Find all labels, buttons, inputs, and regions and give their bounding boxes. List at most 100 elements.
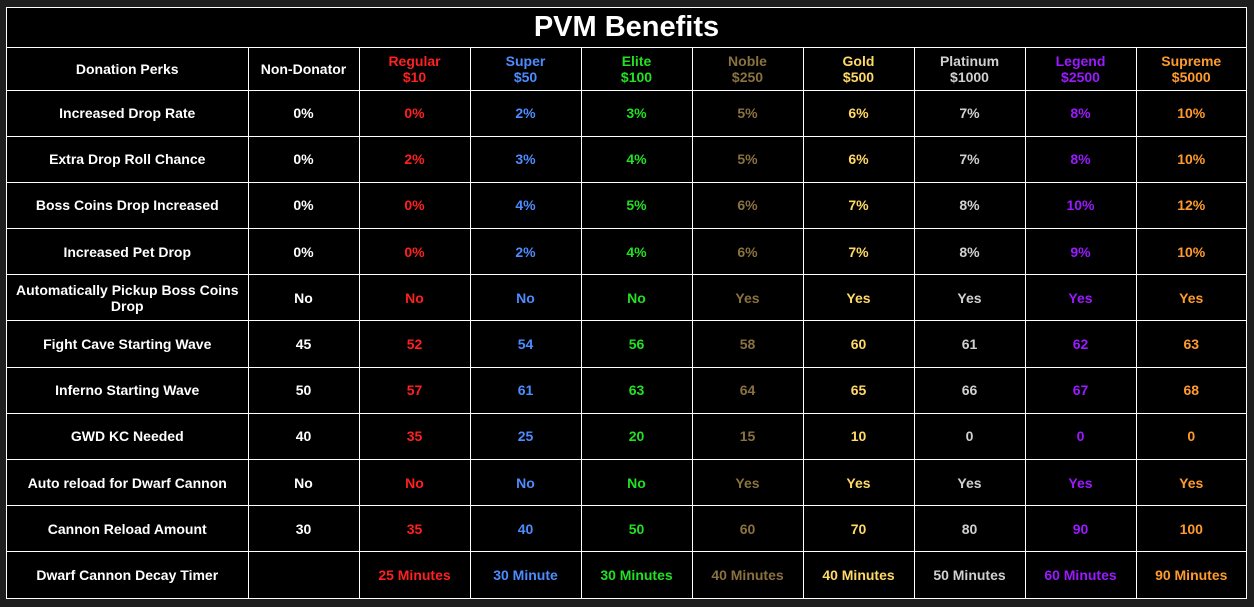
tier-value-regular: 0% bbox=[358, 228, 471, 276]
tier-value-platinum: 0 bbox=[913, 412, 1026, 461]
perk-label: Dwarf Cannon Decay Timer bbox=[7, 551, 249, 599]
tier-value-gold: 7% bbox=[802, 228, 915, 276]
tier-value-noble: 5% bbox=[691, 135, 804, 183]
tier-value-legend: 67 bbox=[1024, 366, 1137, 414]
perk-label: Automatically Pickup Boss Coins Drop bbox=[7, 274, 249, 322]
tier-value-noble: 6% bbox=[691, 228, 804, 276]
tier-value-supreme: 100 bbox=[1135, 505, 1246, 553]
tier-value-gold: 7% bbox=[802, 181, 915, 230]
table-row: Fight Cave Starting Wave 45 52 54 56 58 60 61 62… bbox=[7, 320, 1246, 368]
tier-value-platinum: 66 bbox=[913, 366, 1026, 414]
tier-value-legend: 9% bbox=[1024, 228, 1137, 276]
tier-value-regular: 35 bbox=[358, 412, 471, 461]
tier-value-super: 2% bbox=[469, 228, 582, 276]
column-header-super: Super $50 bbox=[469, 48, 582, 91]
tier-value-super: 40 bbox=[469, 505, 582, 553]
tier-value-legend: 60 Minutes bbox=[1024, 551, 1137, 599]
table-row: Automatically Pickup Boss Coins Drop No No… bbox=[7, 274, 1246, 322]
tier-price: $1000 bbox=[950, 68, 989, 85]
tier-value-supreme: Yes bbox=[1135, 274, 1246, 322]
non-donator-value: 40 bbox=[247, 412, 360, 461]
tier-value-supreme: 90 Minutes bbox=[1135, 551, 1246, 599]
tier-value-regular: No bbox=[358, 274, 471, 322]
non-donator-value: 50 bbox=[247, 366, 360, 414]
tier-value-regular: 25 Minutes bbox=[358, 551, 471, 599]
tier-value-legend: 10% bbox=[1024, 181, 1137, 230]
tier-value-platinum: 7% bbox=[913, 135, 1026, 183]
tier-value-super: 25 bbox=[469, 412, 582, 461]
tier-value-platinum: 61 bbox=[913, 320, 1026, 368]
tier-value-legend: 0 bbox=[1024, 412, 1137, 461]
tier-value-noble: 6% bbox=[691, 181, 804, 230]
column-header-donation-perks: Donation Perks bbox=[7, 48, 249, 91]
non-donator-value: 45 bbox=[247, 320, 360, 368]
column-header-supreme: Supreme $5000 bbox=[1135, 48, 1246, 91]
tier-name: Super bbox=[505, 52, 546, 69]
tier-name: Elite bbox=[621, 52, 652, 69]
tier-value-elite: 56 bbox=[580, 320, 693, 368]
tier-price: $50 bbox=[513, 68, 538, 85]
perk-label: Fight Cave Starting Wave bbox=[7, 320, 249, 368]
tier-value-elite: 20 bbox=[580, 412, 693, 461]
tier-value-gold: 10 bbox=[802, 412, 915, 461]
tier-value-platinum: 50 Minutes bbox=[913, 551, 1026, 599]
tier-value-elite: 30 Minutes bbox=[580, 551, 693, 599]
perk-label: Inferno Starting Wave bbox=[7, 366, 249, 414]
tier-price: $5000 bbox=[1171, 68, 1211, 85]
tier-price: $100 bbox=[620, 68, 653, 85]
tier-value-regular: 0% bbox=[358, 89, 471, 137]
table-row: Boss Coins Drop Increased 0% 0% 4% 5% 6% 7% 8% 1… bbox=[7, 181, 1246, 230]
tier-value-elite: 63 bbox=[580, 366, 693, 414]
table-row: Dwarf Cannon Decay Timer 25 Minutes 30 Min… bbox=[7, 551, 1246, 599]
tier-value-gold: 70 bbox=[802, 505, 915, 553]
tier-value-regular: 57 bbox=[358, 366, 471, 414]
tier-value-noble: Yes bbox=[691, 274, 804, 322]
tier-value-gold: 40 Minutes bbox=[802, 551, 915, 599]
tier-price: $2500 bbox=[1061, 68, 1100, 85]
tier-value-platinum: 8% bbox=[913, 228, 1026, 276]
tier-value-super: 61 bbox=[469, 366, 582, 414]
tier-name: Regular bbox=[388, 52, 441, 69]
tier-value-supreme: 10% bbox=[1135, 228, 1246, 276]
tier-name: Noble bbox=[728, 52, 767, 69]
tier-name: Supreme bbox=[1161, 52, 1222, 69]
tier-value-elite: 5% bbox=[580, 181, 693, 230]
benefits-table: Donation Perks Non-Donator Regular $10 Sup… bbox=[7, 48, 1246, 599]
tier-price: $250 bbox=[731, 68, 764, 85]
tier-value-elite: 3% bbox=[580, 89, 693, 137]
non-donator-value bbox=[247, 551, 360, 599]
tier-value-gold: Yes bbox=[802, 458, 915, 507]
column-header-platinum: Platinum $1000 bbox=[913, 48, 1026, 91]
tier-value-supreme: 63 bbox=[1135, 320, 1246, 368]
tier-value-noble: 5% bbox=[691, 89, 804, 137]
tier-value-super: 30 Minute bbox=[469, 551, 582, 599]
tier-value-legend: 90 bbox=[1024, 505, 1137, 553]
tier-value-regular: No bbox=[358, 458, 471, 507]
non-donator-value: 0% bbox=[247, 181, 360, 230]
perk-label: Cannon Reload Amount bbox=[7, 505, 249, 553]
tier-value-gold: 6% bbox=[802, 89, 915, 137]
tier-value-legend: 62 bbox=[1024, 320, 1137, 368]
tier-value-platinum: Yes bbox=[913, 458, 1026, 507]
non-donator-value: No bbox=[247, 274, 360, 322]
tier-value-super: 3% bbox=[469, 135, 582, 183]
perk-label: Extra Drop Roll Chance bbox=[7, 135, 249, 183]
tier-name: Platinum bbox=[939, 52, 1000, 69]
table-row: Extra Drop Roll Chance 0% 2% 3% 4% 5% 6% 7% 8% 10… bbox=[7, 135, 1246, 183]
column-header-noble: Noble $250 bbox=[691, 48, 804, 91]
perk-label: Increased Pet Drop bbox=[7, 228, 249, 276]
column-header-regular: Regular $10 bbox=[358, 48, 471, 91]
tier-value-supreme: 0 bbox=[1135, 412, 1246, 461]
tier-name: Legend bbox=[1055, 52, 1106, 69]
tier-value-super: No bbox=[469, 458, 582, 507]
tier-value-gold: 60 bbox=[802, 320, 915, 368]
column-header-gold: Gold $500 bbox=[802, 48, 915, 91]
non-donator-value: 0% bbox=[247, 135, 360, 183]
table-row: Cannon Reload Amount 30 35 40 50 60 70 80 90 100 bbox=[7, 505, 1246, 553]
perk-label: Boss Coins Drop Increased bbox=[7, 181, 249, 230]
tier-value-platinum: 80 bbox=[913, 505, 1026, 553]
tier-value-super: 54 bbox=[469, 320, 582, 368]
tier-value-noble: 15 bbox=[691, 412, 804, 461]
table-row: Auto reload for Dwarf Cannon No No No No Yes Y… bbox=[7, 458, 1246, 507]
column-header-non-donator: Non-Donator bbox=[247, 48, 360, 91]
